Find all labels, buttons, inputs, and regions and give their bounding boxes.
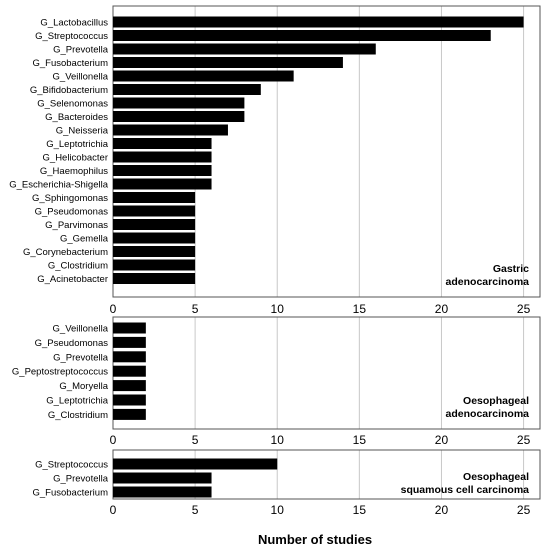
category-label: G_Pseudomonas — [35, 207, 109, 218]
bar — [113, 472, 212, 484]
category-label: G_Escherichia-Shigella — [9, 180, 108, 191]
bar — [113, 380, 146, 392]
x-tick-label: 15 — [353, 503, 367, 517]
x-tick-label: 20 — [435, 433, 449, 447]
category-label: G_Acinetobacter — [37, 274, 108, 285]
category-label: G_Veillonella — [53, 324, 109, 335]
x-tick-label: 25 — [517, 433, 531, 447]
category-label: G_Bacteroides — [45, 112, 108, 123]
category-label: G_Neisseria — [56, 126, 109, 137]
category-label: G_Bifidobacterium — [30, 85, 108, 96]
category-label: G_Lactobacillus — [40, 18, 108, 29]
category-label: G_Prevotella — [53, 474, 109, 485]
category-label: G_Fusobacterium — [32, 58, 108, 69]
category-label: G_Haemophilus — [40, 166, 108, 177]
x-tick-label: 5 — [192, 302, 199, 316]
category-label: G_Peptostreptococcus — [12, 367, 108, 378]
bar — [113, 394, 146, 406]
x-tick-label: 10 — [271, 503, 285, 517]
category-label: G_Leptotrichia — [46, 139, 109, 150]
category-label: G_Helicobacter — [43, 153, 108, 164]
bar — [113, 16, 524, 28]
category-label: G_Moryella — [59, 381, 108, 392]
bar — [113, 97, 245, 109]
bar — [113, 178, 212, 190]
category-label: G_Pseudomonas — [35, 338, 109, 349]
category-label: G_Clostridium — [48, 261, 108, 272]
bar — [113, 205, 196, 217]
chart-panel-1: G_Lactobacillus G_Streptococcus G_Prevotel… — [9, 5, 541, 316]
bar — [113, 219, 196, 230]
category-label: G_Corynebacterium — [23, 247, 108, 258]
bar — [113, 43, 376, 55]
bar — [113, 246, 196, 257]
bar — [113, 486, 212, 498]
x-tick-label: 0 — [110, 503, 117, 517]
x-tick-label: 10 — [271, 302, 285, 316]
bar — [113, 124, 228, 136]
category-label: G_Prevotella — [53, 352, 109, 363]
x-tick-label: 25 — [517, 503, 531, 517]
bar — [113, 192, 196, 203]
bar — [113, 458, 278, 470]
x-tick-label: 0 — [110, 302, 117, 316]
x-tick-label: 20 — [435, 302, 449, 316]
bar — [113, 365, 146, 377]
bar — [113, 138, 212, 149]
panel-annotation: adenocarcinoma — [446, 408, 530, 420]
x-tick-label: 15 — [353, 302, 367, 316]
panel-annotation: squamous cell carcinoma — [401, 484, 530, 496]
category-label: G_Leptotrichia — [46, 396, 109, 407]
category-label: G_Prevotella — [53, 45, 109, 56]
bar — [113, 322, 146, 334]
category-label: G_Veillonella — [53, 72, 109, 83]
bar — [113, 70, 294, 82]
bar — [113, 259, 196, 271]
category-label: G_Streptococcus — [35, 460, 108, 471]
x-axis-label: Number of studies — [258, 532, 372, 547]
x-tick-label: 5 — [192, 503, 199, 517]
x-tick-label: 0 — [110, 433, 117, 447]
category-label: G_Sphingomonas — [32, 193, 108, 204]
bar — [113, 57, 343, 68]
category-label: G_Clostridium — [48, 410, 108, 421]
chart-panel-3: G_Streptococcus G_Prevotella G_Fusobacteri… — [32, 449, 541, 517]
category-label: G_Parvimonas — [45, 220, 108, 231]
bar — [113, 351, 146, 363]
chart-panels: G_Lactobacillus G_Streptococcus G_Prevotel… — [9, 5, 541, 517]
x-tick-label: 15 — [353, 433, 367, 447]
category-label: G_Fusobacterium — [32, 488, 108, 499]
category-label: G_Selenomonas — [37, 99, 108, 110]
bar — [113, 273, 196, 284]
bar — [113, 232, 196, 244]
bar — [113, 111, 245, 122]
x-tick-label: 5 — [192, 433, 199, 447]
bar — [113, 336, 146, 348]
panel-annotation: Oesophageal — [463, 471, 529, 483]
bar — [113, 151, 212, 163]
category-label: G_Streptococcus — [35, 31, 108, 42]
panel-annotation: Oesophageal — [463, 395, 529, 407]
category-label: G_Gemella — [60, 234, 109, 245]
x-tick-label: 25 — [517, 302, 531, 316]
x-tick-label: 10 — [271, 433, 285, 447]
panel-annotation: Gastric — [493, 263, 529, 275]
panel-annotation: adenocarcinoma — [446, 276, 530, 288]
bar — [113, 408, 146, 420]
x-tick-label: 20 — [435, 503, 449, 517]
chart-panel-2: G_Veillonella G_Pseudomonas G_Prevotella G_… — [12, 316, 541, 447]
bar — [113, 30, 491, 41]
bar — [113, 84, 261, 95]
bar — [113, 165, 212, 176]
